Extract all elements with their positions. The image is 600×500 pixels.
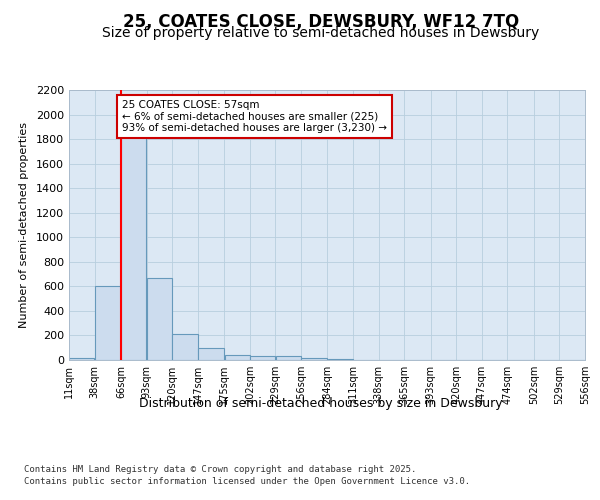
Text: Size of property relative to semi-detached houses in Dewsbury: Size of property relative to semi-detach… bbox=[103, 26, 539, 40]
Bar bbox=[250, 356, 275, 360]
Bar bbox=[121, 136, 146, 360]
Bar bbox=[224, 355, 250, 360]
Bar bbox=[69, 358, 94, 360]
Bar bbox=[198, 348, 224, 360]
Y-axis label: Number of semi-detached properties: Number of semi-detached properties bbox=[19, 122, 29, 328]
Bar bbox=[172, 334, 197, 360]
Text: Contains public sector information licensed under the Open Government Licence v3: Contains public sector information licen… bbox=[24, 478, 470, 486]
Bar bbox=[95, 286, 121, 360]
Text: 25, COATES CLOSE, DEWSBURY, WF12 7TQ: 25, COATES CLOSE, DEWSBURY, WF12 7TQ bbox=[123, 12, 519, 30]
Text: Contains HM Land Registry data © Crown copyright and database right 2025.: Contains HM Land Registry data © Crown c… bbox=[24, 465, 416, 474]
Bar bbox=[301, 358, 327, 360]
Text: Distribution of semi-detached houses by size in Dewsbury: Distribution of semi-detached houses by … bbox=[139, 398, 503, 410]
Bar bbox=[275, 356, 301, 360]
Bar bbox=[147, 278, 172, 360]
Text: 25 COATES CLOSE: 57sqm
← 6% of semi-detached houses are smaller (225)
93% of sem: 25 COATES CLOSE: 57sqm ← 6% of semi-deta… bbox=[122, 100, 387, 133]
